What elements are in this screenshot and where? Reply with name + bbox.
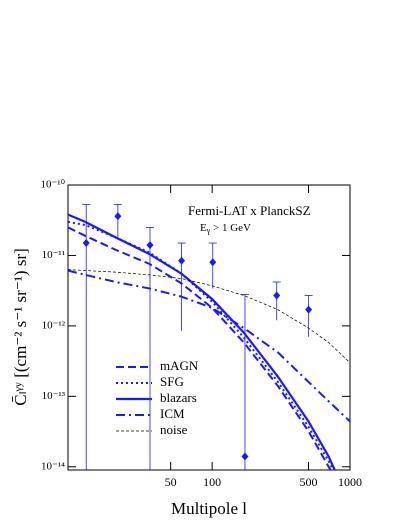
data-point	[82, 239, 90, 248]
series-line	[68, 269, 350, 423]
annotation-energy: Eγ > 1 GeV	[200, 222, 251, 235]
series-line	[68, 213, 336, 470]
data-point	[305, 305, 313, 314]
y-tick-label: 10⁻¹²	[42, 319, 66, 331]
x-tick-label: 1000	[338, 475, 362, 489]
x-tick-label: 500	[300, 475, 318, 489]
legend-label: ICM	[160, 406, 185, 421]
legend-label: SFG	[160, 374, 184, 389]
y-tick-label: 10⁻¹¹	[42, 249, 65, 261]
data-point	[178, 256, 186, 265]
annotation: Fermi-LAT x PlanckSZ	[188, 203, 311, 218]
y-tick-label: 10⁻¹³	[42, 390, 66, 402]
data-point	[146, 241, 154, 250]
legend-label: mAGN	[160, 358, 199, 373]
annotation-part: > 1 GeV	[210, 222, 251, 234]
data-point	[241, 452, 249, 461]
y-tick-label: 10⁻¹⁰	[40, 179, 65, 191]
annotation-part: E	[200, 222, 207, 234]
legend-label: noise	[160, 422, 188, 437]
data-point	[209, 258, 217, 267]
data-point	[114, 212, 122, 221]
series-line	[68, 220, 335, 470]
x-axis-label: Multipole l	[171, 499, 247, 518]
annotation-part: γ	[206, 226, 211, 235]
legend-label: blazars	[160, 390, 197, 405]
series-line	[68, 269, 350, 363]
plot-frame	[67, 184, 351, 471]
y-tick-label: 10⁻¹⁴	[41, 460, 65, 472]
series-line	[68, 226, 332, 470]
x-tick-label: 50	[165, 475, 177, 489]
plot-area	[68, 204, 350, 470]
data-point	[273, 291, 281, 300]
y-axis-label: C̄ₗᵞʸ [(cm⁻² s⁻¹ sr⁻¹) sr]	[11, 248, 30, 406]
x-tick-label: 100	[203, 475, 221, 489]
